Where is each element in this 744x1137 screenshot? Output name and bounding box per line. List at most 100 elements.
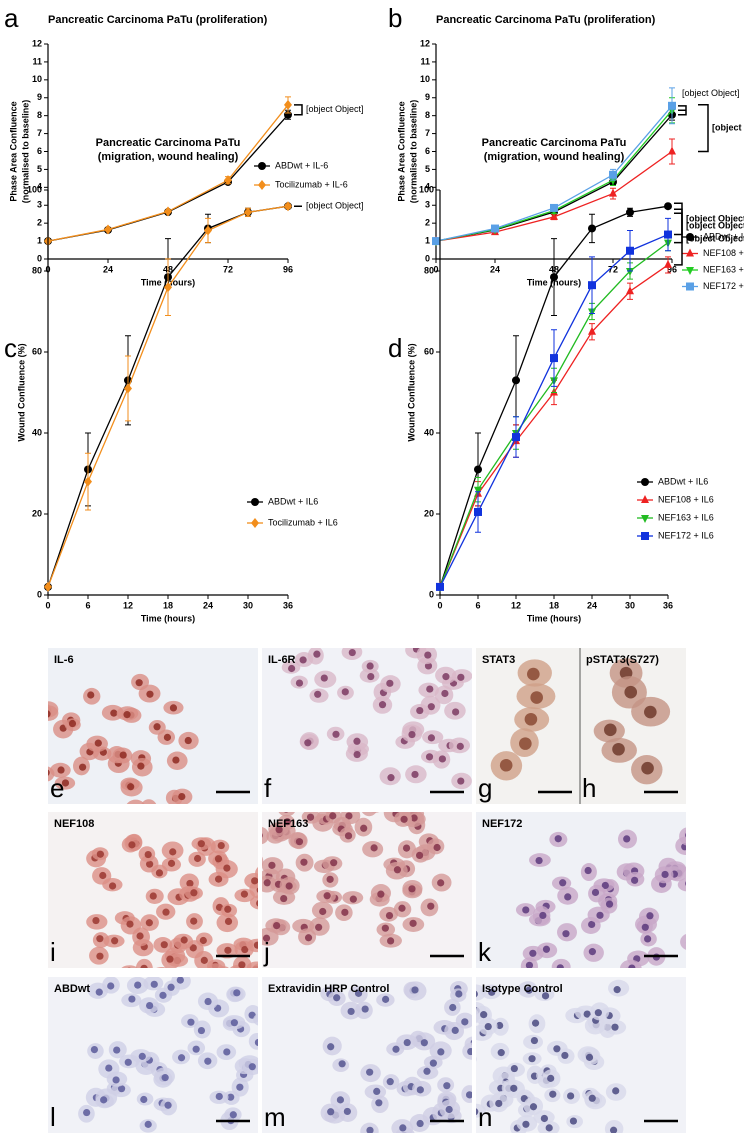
nucleus — [451, 1026, 459, 1034]
nucleus — [381, 924, 389, 932]
nucleus — [700, 843, 707, 850]
nucleus — [283, 818, 291, 826]
marker — [626, 268, 634, 276]
nucleus — [549, 1090, 557, 1098]
nucleus — [320, 674, 328, 682]
nucleus — [540, 1114, 548, 1123]
y-tick-label: 1 — [37, 235, 42, 245]
legend-label: NEF172 + IL6 — [703, 281, 744, 291]
y-tick-label: 5 — [425, 164, 430, 174]
x-tick-label: 12 — [511, 600, 521, 610]
legend-label: Tocilizumab + IL-6 — [275, 179, 348, 189]
x-tick-label: 24 — [203, 600, 213, 610]
nucleus — [137, 762, 145, 770]
panel-letter: i — [50, 937, 56, 967]
nucleus — [186, 879, 194, 888]
y-tick-label: 0 — [37, 589, 42, 599]
nucleus — [99, 871, 107, 880]
nucleus — [408, 885, 416, 893]
nucleus — [176, 977, 184, 984]
nucleus — [283, 812, 289, 813]
marker — [609, 188, 617, 197]
nucleus — [525, 986, 533, 994]
nucleus — [510, 1064, 518, 1073]
micrograph: STAT3 g — [476, 648, 580, 804]
nucleus — [425, 753, 434, 761]
nucleus — [178, 792, 186, 801]
nucleus — [300, 858, 308, 866]
cell — [248, 1033, 258, 1050]
nucleus — [167, 859, 176, 867]
nucleus — [150, 980, 158, 988]
stain-label: STAT3 — [482, 654, 515, 666]
x-tick-label: 30 — [625, 600, 635, 610]
nucleus — [646, 912, 654, 920]
cell — [679, 827, 686, 846]
nucleus — [332, 730, 340, 738]
marker — [244, 207, 252, 218]
nucleus — [169, 848, 177, 856]
nucleus — [163, 733, 172, 741]
cell — [48, 766, 55, 782]
nucleus — [124, 1058, 132, 1066]
nucleus — [366, 1126, 374, 1133]
nucleus — [273, 922, 281, 930]
nucleus — [424, 651, 432, 659]
panel-letter: a — [4, 3, 19, 33]
nucleus — [524, 712, 538, 726]
series-line — [435, 105, 673, 242]
marker — [512, 376, 520, 385]
nucleus — [224, 946, 232, 954]
nucleus — [613, 986, 621, 994]
nucleus — [373, 1087, 381, 1096]
nucleus — [522, 1120, 530, 1128]
stain-label: pSTAT3(S727) — [586, 654, 659, 666]
stain-label: ABDwt — [54, 983, 90, 995]
nucleus — [522, 906, 530, 914]
nucleus — [240, 890, 249, 898]
nucleus — [499, 758, 513, 772]
nucleus — [685, 942, 686, 944]
nucleus — [561, 1051, 569, 1060]
nucleus — [641, 761, 654, 775]
micrograph: ABDwt l — [48, 977, 258, 1133]
bracket — [678, 105, 687, 116]
panel-letter: c — [4, 333, 17, 363]
cell — [246, 938, 258, 953]
nucleus — [167, 983, 175, 991]
legend-marker — [641, 532, 649, 540]
marker — [44, 581, 52, 592]
nucleus — [140, 1095, 148, 1104]
nucleus — [623, 835, 631, 843]
x-tick-label: 6 — [475, 600, 480, 610]
nucleus — [190, 889, 198, 897]
nucleus — [366, 662, 374, 670]
nucleus — [354, 989, 363, 997]
bracket — [698, 104, 709, 153]
marker — [664, 259, 672, 268]
nucleus — [367, 672, 375, 681]
nucleus — [341, 688, 349, 696]
marker — [609, 177, 617, 186]
annotation: [object Object] — [712, 123, 744, 133]
nucleus — [353, 750, 361, 759]
y-tick-label: 10 — [420, 74, 430, 84]
cell — [680, 934, 686, 950]
nucleus — [304, 934, 313, 942]
series-line — [435, 109, 673, 242]
nucleus — [319, 907, 327, 916]
nucleus — [229, 1111, 237, 1119]
nucleus — [535, 856, 543, 865]
series-line — [435, 150, 673, 242]
nucleus — [96, 952, 104, 960]
nucleus — [11, 748, 18, 755]
nucleus — [159, 991, 167, 999]
series-line — [47, 104, 289, 242]
nucleus — [437, 879, 445, 887]
nucleus — [427, 734, 436, 742]
nucleus — [184, 736, 192, 745]
nucleus — [132, 806, 139, 813]
y-tick-label: 60 — [424, 346, 434, 356]
nucleus — [238, 961, 246, 968]
y-tick-label: 40 — [424, 427, 434, 437]
